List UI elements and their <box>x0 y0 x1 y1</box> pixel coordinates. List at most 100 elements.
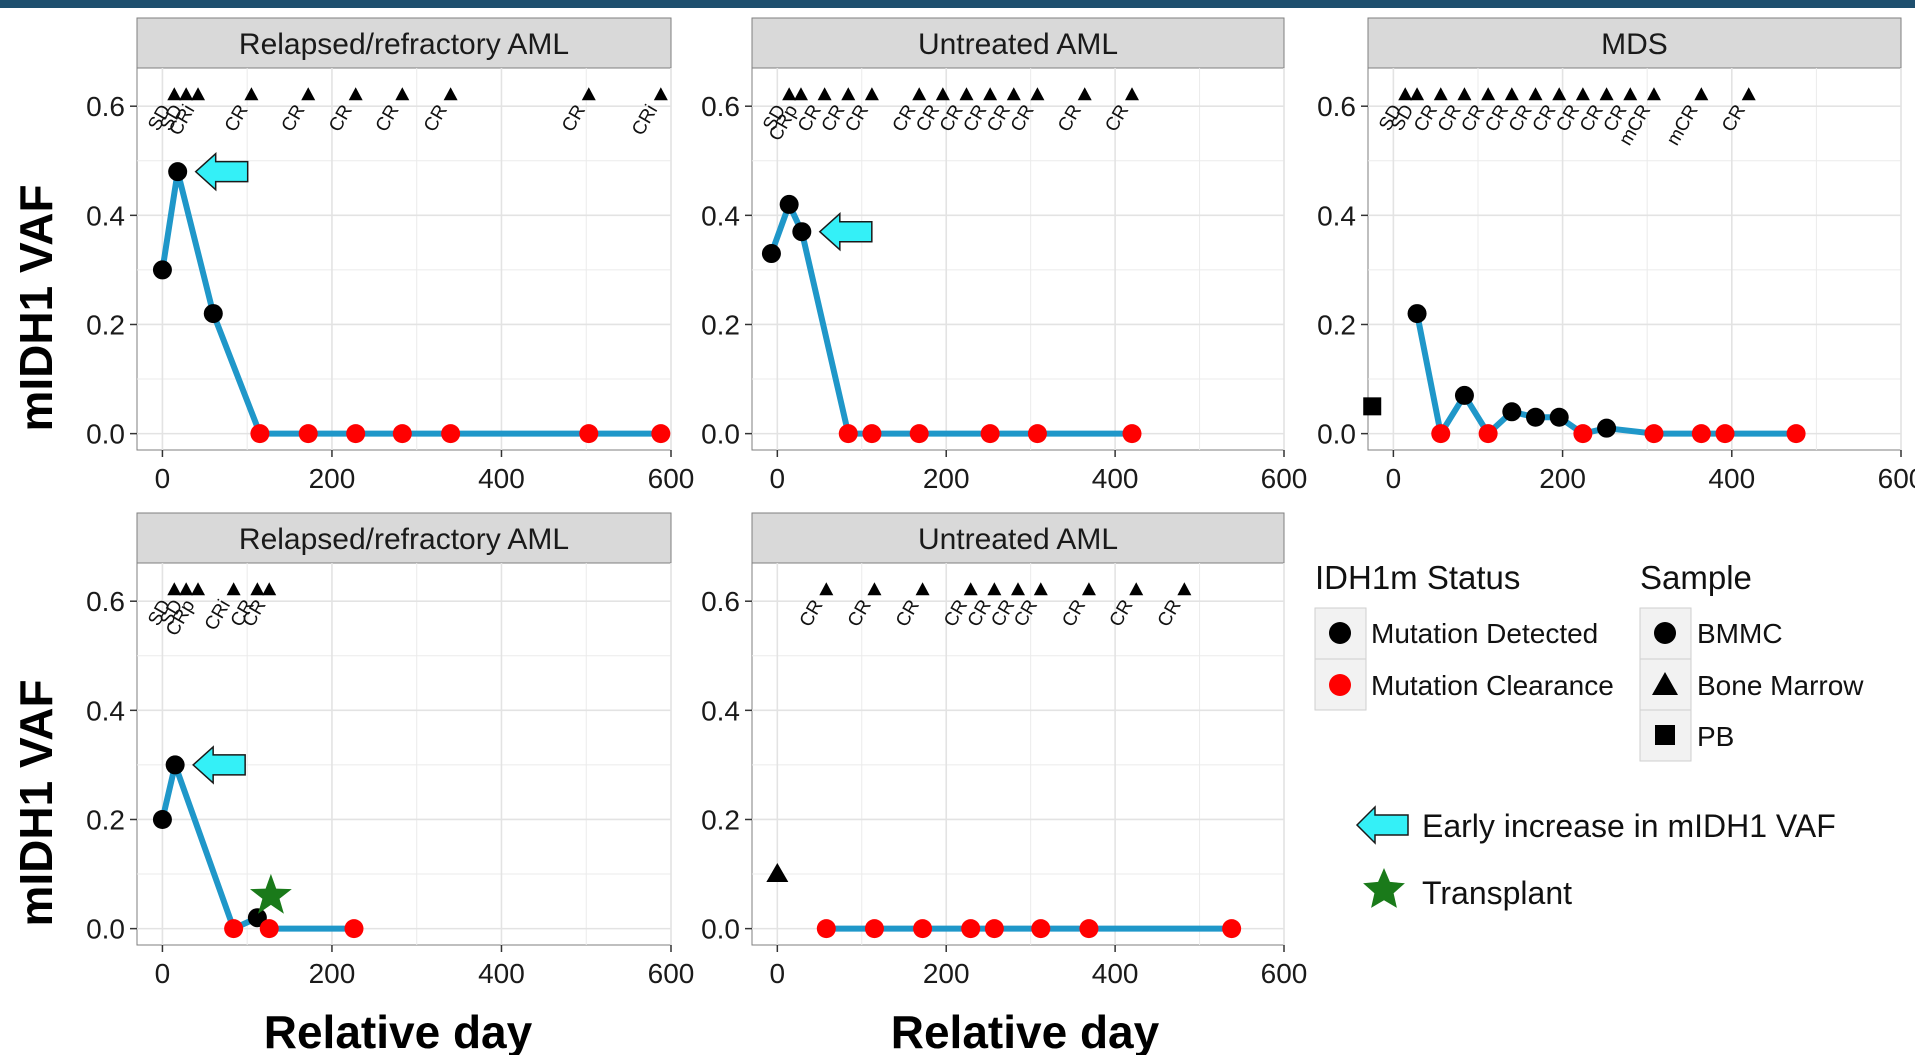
assessment-marker <box>1410 87 1425 101</box>
assessment-marker <box>912 87 927 101</box>
data-point-bmmc <box>1526 407 1546 427</box>
plot-area <box>751 67 1285 451</box>
y-tick-label: 0.4 <box>701 200 740 231</box>
plot-area <box>751 562 1285 946</box>
data-point-bmmc <box>909 424 929 444</box>
y-tick-label: 0.6 <box>701 586 740 617</box>
facet-title: Untreated AML <box>918 28 1118 61</box>
y-tick-label: 0.2 <box>86 804 125 835</box>
data-point-bmmc <box>1222 919 1242 939</box>
x-tick-label: 200 <box>923 958 970 989</box>
early-increase-arrow <box>818 212 873 252</box>
y-tick-label: 0.4 <box>701 695 740 726</box>
data-point-bmmc <box>1549 407 1569 427</box>
assessment-marker <box>179 582 194 596</box>
transplant-star <box>250 873 292 914</box>
chart-panel-4: Relapsed/refractory AML 0 200 400 600 0.0 0.2 0… <box>86 512 694 989</box>
x-tick-label: 0 <box>770 958 786 989</box>
assessment-marker <box>1575 87 1590 101</box>
assessment-marker <box>1599 87 1614 101</box>
facet-title: Untreated AML <box>918 523 1118 556</box>
x-tick-label: 400 <box>478 958 525 989</box>
assessment-marker <box>191 582 206 596</box>
legend-bone-marrow-swatch <box>1652 672 1678 695</box>
data-point-bmmc <box>1454 385 1474 405</box>
data-point-bmmc <box>1715 424 1735 444</box>
legend-arrow-label: Early increase in mIDH1 VAF <box>1422 808 1836 844</box>
assessment-marker <box>1623 87 1638 101</box>
x-tick-label: 200 <box>923 463 970 494</box>
data-point-bmmc <box>579 424 599 444</box>
data-point-bmmc <box>344 919 364 939</box>
data-point-bmmc <box>152 809 172 829</box>
data-point-bmmc <box>838 424 858 444</box>
assessment-marker <box>226 582 241 596</box>
data-point-bmmc <box>1031 919 1051 939</box>
assessment-marker <box>262 582 277 596</box>
data-point-bmmc <box>816 919 836 939</box>
assessment-marker <box>1033 582 1048 596</box>
assessment-marker <box>1011 582 1025 596</box>
data-point-bmmc <box>259 919 279 939</box>
data-point-bmmc <box>1597 418 1617 438</box>
assessment-marker <box>1481 87 1496 101</box>
data-point-bmmc <box>1573 424 1593 444</box>
assessment-marker <box>864 87 879 101</box>
data-point-bmmc <box>1502 402 1522 422</box>
y-tick-label: 0.4 <box>86 200 125 231</box>
data-point-bmmc <box>984 919 1004 939</box>
data-point-bmmc <box>392 424 412 444</box>
facet-strip <box>136 17 672 69</box>
early-increase-arrow <box>192 745 246 785</box>
y-tick-label: 0.2 <box>701 309 740 340</box>
facet-strip <box>136 512 672 564</box>
assessment-marker <box>935 87 950 101</box>
assessment-marker <box>1125 87 1139 101</box>
legend-arrow-icon <box>1355 805 1409 845</box>
y-tick-label: 0.6 <box>1317 91 1356 122</box>
data-point-bmmc <box>862 424 882 444</box>
facet-title: MDS <box>1601 28 1668 61</box>
vaf-line <box>159 168 664 437</box>
chart-panel-1: Relapsed/refractory AML 0 200 400 600 0.0 0.2 0… <box>86 17 694 494</box>
legend-bmmc-swatch <box>1654 622 1676 644</box>
plot-area <box>136 67 672 451</box>
data-point-bmmc <box>441 424 461 444</box>
x-tick-label: 400 <box>1708 463 1755 494</box>
legend-detected-label: Mutation Detected <box>1371 618 1598 649</box>
y-tick-label: 0.2 <box>1317 309 1356 340</box>
assessment-marker <box>581 87 596 101</box>
y-tick-label: 0.0 <box>86 419 125 450</box>
legend-detected-swatch <box>1329 622 1351 644</box>
data-point-bmmc <box>165 755 185 775</box>
y-tick-label: 0.0 <box>86 914 125 945</box>
facet-title: Relapsed/refractory AML <box>239 28 569 61</box>
x-tick-label: 0 <box>155 958 171 989</box>
assessment-marker <box>782 87 797 101</box>
x-tick-label: 200 <box>1539 463 1586 494</box>
data-point-bmmc <box>1407 304 1427 324</box>
assessment-marker <box>1741 87 1756 101</box>
facet-strip <box>751 17 1285 69</box>
data-point-bmmc <box>152 260 172 280</box>
early-increase-arrow <box>194 152 249 192</box>
legend-sample-title: Sample <box>1640 559 1752 596</box>
assessment-marker <box>1457 87 1472 101</box>
assessment-marker <box>1504 87 1519 101</box>
y-axis-label-top: mIDH1 VAF <box>10 184 62 431</box>
x-tick-label: 200 <box>309 958 356 989</box>
data-point-bmmc <box>792 222 812 242</box>
legend-bone-marrow-label: Bone Marrow <box>1697 670 1864 701</box>
assessment-marker <box>443 87 458 101</box>
assessment-marker <box>1694 87 1709 101</box>
x-tick-label: 400 <box>478 463 525 494</box>
data-point-bmmc <box>1478 424 1498 444</box>
legend-status-title: IDH1m Status <box>1315 559 1520 596</box>
chart-panel-3: MDS02004006000.00.20.40.6SDSDCRCRCRCRCRC… <box>1317 17 1915 494</box>
assessment-marker <box>983 87 998 101</box>
x-axis-label-middle: Relative day <box>891 1006 1160 1055</box>
assessment-marker <box>1081 582 1096 596</box>
data-point-bmmc <box>1122 424 1142 444</box>
data-point-bmmc <box>1644 424 1664 444</box>
